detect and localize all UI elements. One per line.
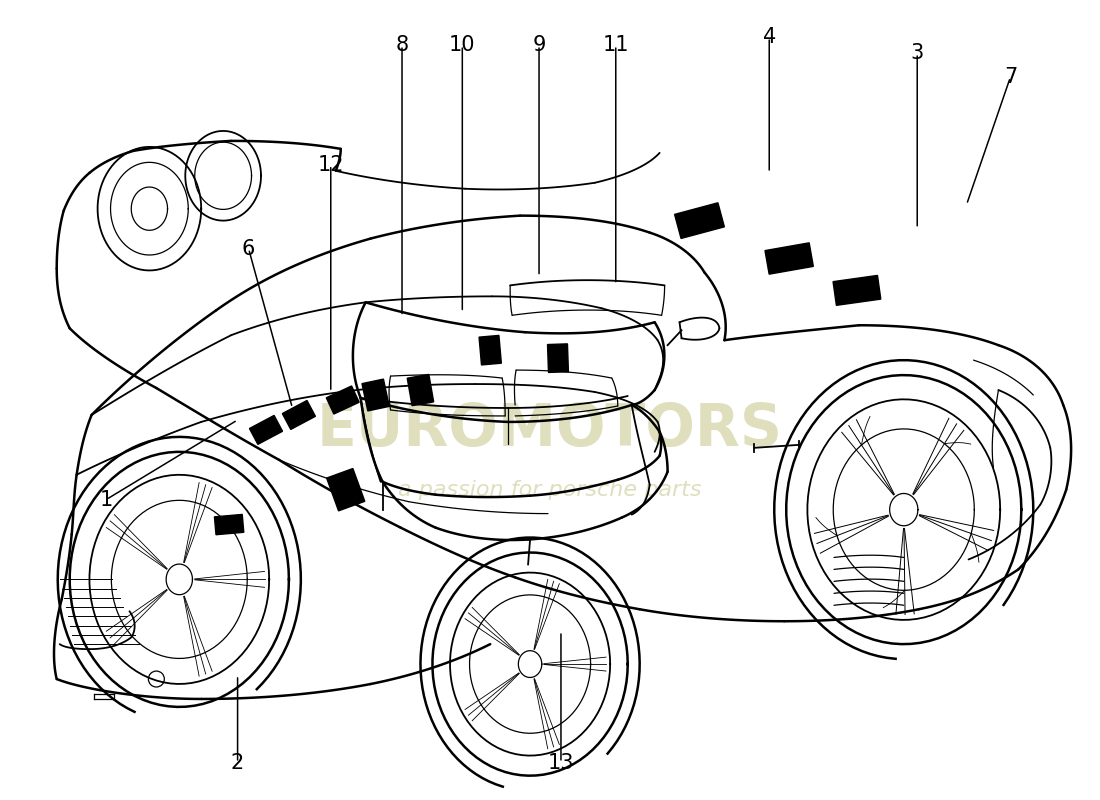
Bar — [214, 514, 244, 534]
Bar — [283, 401, 316, 430]
Bar — [833, 275, 881, 306]
Text: 10: 10 — [449, 35, 475, 55]
Text: EUROMOTORS: EUROMOTORS — [317, 402, 783, 458]
Bar — [327, 386, 360, 414]
Text: 13: 13 — [548, 753, 574, 773]
Bar — [407, 374, 433, 406]
Bar — [674, 202, 725, 238]
Text: 2: 2 — [231, 753, 244, 773]
Text: 8: 8 — [396, 35, 408, 55]
Text: 1: 1 — [99, 490, 112, 510]
Text: 12: 12 — [318, 155, 344, 175]
Bar — [480, 335, 502, 365]
Bar — [548, 344, 569, 373]
Text: a passion for porsche parts: a passion for porsche parts — [398, 480, 702, 500]
Text: 6: 6 — [242, 238, 255, 258]
Bar — [764, 243, 813, 274]
Bar — [250, 415, 283, 444]
Text: 11: 11 — [603, 35, 629, 55]
Text: 7: 7 — [1004, 67, 1018, 87]
Text: 3: 3 — [911, 43, 924, 63]
Bar — [362, 379, 389, 411]
Text: 9: 9 — [532, 35, 546, 55]
Text: 4: 4 — [762, 27, 776, 47]
Bar — [327, 469, 365, 511]
